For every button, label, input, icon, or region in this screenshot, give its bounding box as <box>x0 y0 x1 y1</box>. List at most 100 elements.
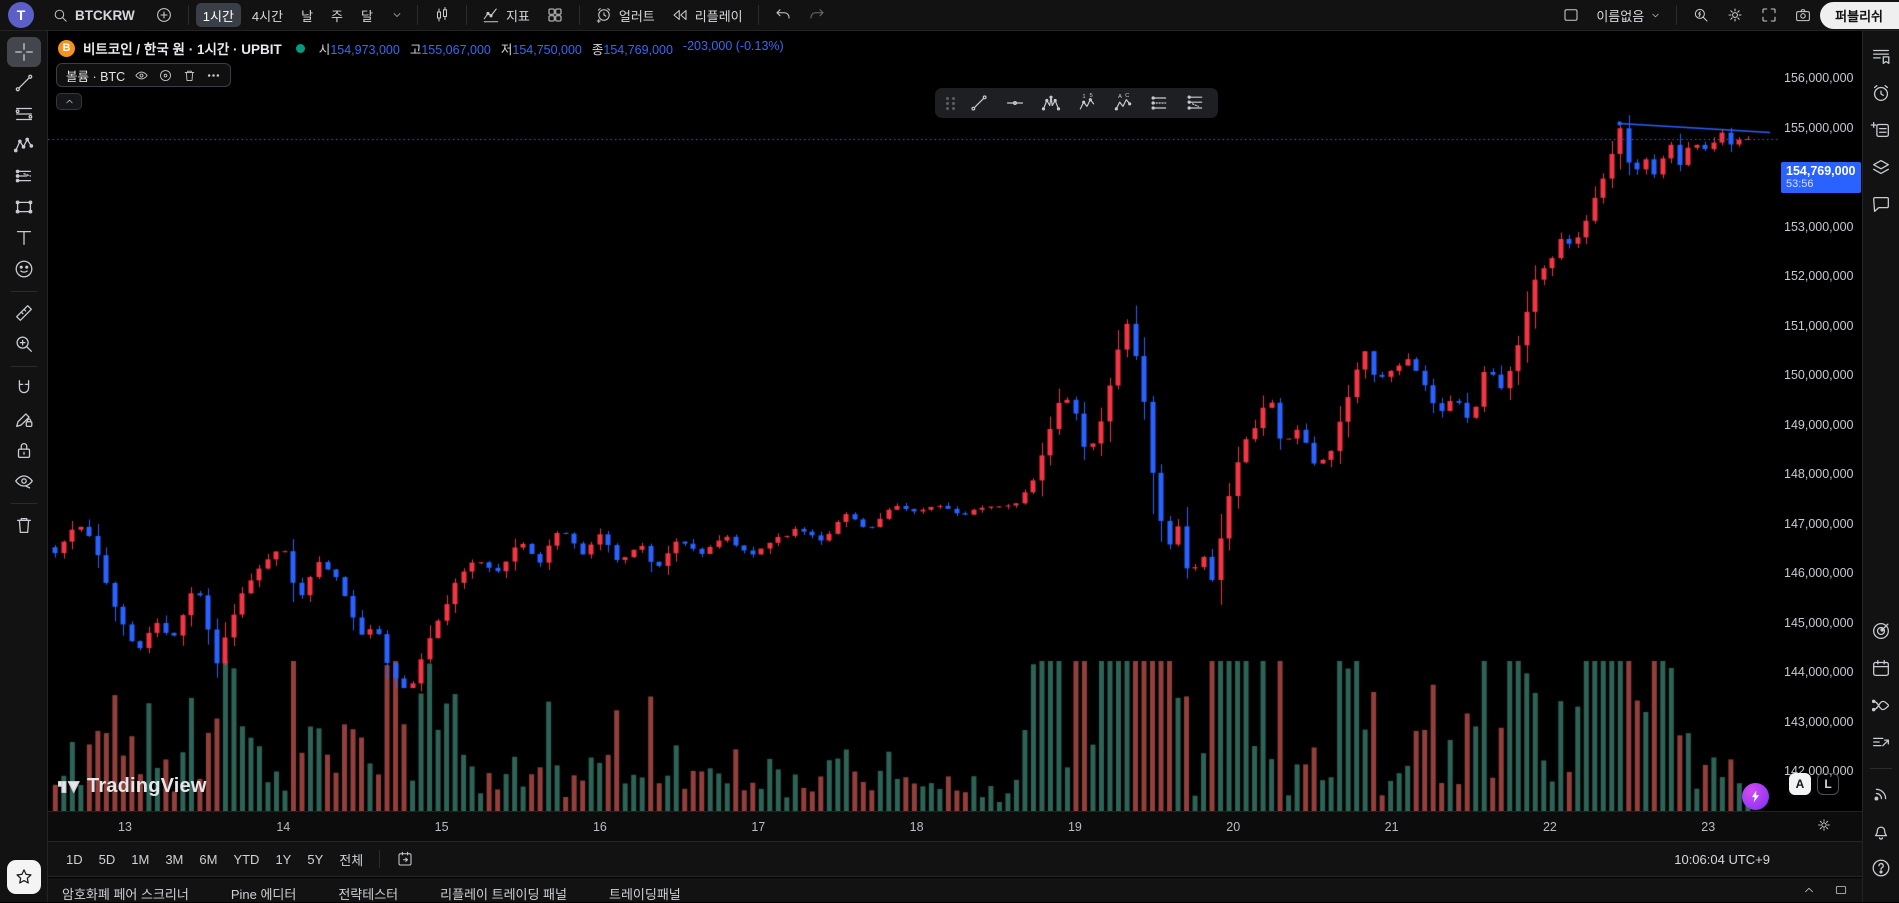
time-axis[interactable]: 13 14 15 16 17 18 19 20 21 22 23 <box>48 811 1862 841</box>
compare-add-button[interactable] <box>147 2 181 28</box>
measure-tool-button[interactable] <box>7 298 41 328</box>
legend-symbol-title[interactable]: 비트코인 / 한국 원 · 1시간 · UPBIT <box>83 42 282 57</box>
time-tick-label[interactable]: 13 <box>118 820 132 834</box>
time-tick-label[interactable]: 17 <box>751 820 766 834</box>
tab-crypto-pair-screener[interactable]: 암호화폐 페어 스크리너 <box>62 887 189 902</box>
legend-collapse-button[interactable] <box>56 93 82 110</box>
time-tick-label[interactable]: 23 <box>1701 820 1716 834</box>
indicator-templates-button[interactable] <box>538 2 572 28</box>
projection-tool-button[interactable] <box>7 161 41 191</box>
time-tick-label[interactable]: 19 <box>1067 820 1082 834</box>
fav-fib-retracement-button[interactable] <box>1144 90 1174 116</box>
time-tick-label[interactable]: 21 <box>1384 820 1399 834</box>
price-tick-label[interactable]: 150,000,000 <box>1784 368 1854 382</box>
price-tick-label[interactable]: 144,000,000 <box>1784 665 1854 679</box>
notifications-button[interactable] <box>1866 816 1896 846</box>
current-price-tag[interactable]: 154,769,000 53:56 <box>1781 162 1861 193</box>
price-tick-label[interactable]: 145,000,000 <box>1784 615 1854 630</box>
replay-button[interactable]: 리플레이 <box>663 2 751 28</box>
layout-select-button[interactable] <box>1554 2 1588 28</box>
object-tree-button[interactable] <box>1866 152 1896 182</box>
hide-drawings-button[interactable] <box>7 466 41 496</box>
price-tick-label[interactable]: 153,000,000 <box>1784 219 1854 234</box>
range-6m-button[interactable]: 6M <box>199 851 218 867</box>
time-tick-label[interactable]: 20 <box>1226 820 1241 834</box>
layout-name-button[interactable]: 이름없음 <box>1588 2 1669 28</box>
alerts-panel-button[interactable] <box>1866 78 1896 108</box>
trend-line-tool-button[interactable] <box>7 68 41 98</box>
indicators-button[interactable]: 지표 <box>474 2 538 28</box>
auto-scale-button[interactable]: A <box>1789 773 1811 795</box>
watchlist-button[interactable] <box>1866 41 1896 71</box>
zoom-in-tool-button[interactable] <box>7 329 41 359</box>
lock-all-drawings-button[interactable] <box>7 435 41 465</box>
fav-fib-extension-button[interactable] <box>1180 90 1210 116</box>
fav-horizontal-line-button[interactable] <box>1000 90 1030 116</box>
quick-search-button[interactable] <box>1684 2 1718 28</box>
more-options-icon[interactable] <box>206 68 221 83</box>
fib-retracement-tool-button[interactable] <box>7 99 41 129</box>
tab-replay-trading-panel[interactable]: 리플레이 트레이딩 패널 <box>440 887 567 902</box>
goto-date-button[interactable] <box>388 847 422 871</box>
price-tick-label[interactable]: 148,000,000 <box>1784 467 1854 481</box>
range-3m-button[interactable]: 3M <box>165 851 184 867</box>
fullscreen-button[interactable] <box>1752 2 1786 28</box>
price-tick-label[interactable]: 149,000,000 <box>1784 417 1854 432</box>
help-button[interactable] <box>1866 853 1896 883</box>
headlines-button[interactable] <box>1866 115 1896 145</box>
time-tick-label[interactable]: 18 <box>909 820 924 834</box>
panel-expand-chevron-icon[interactable] <box>1802 883 1816 897</box>
rectangle-tool-button[interactable] <box>7 192 41 222</box>
emoji-tool-button[interactable] <box>7 254 41 284</box>
tab-pine-editor[interactable]: Pine 에디터 <box>230 887 297 902</box>
fav-pattern-button[interactable] <box>1036 90 1066 116</box>
range-5y-button[interactable]: 5Y <box>307 851 324 867</box>
screener-button[interactable] <box>1866 616 1896 646</box>
snapshot-button[interactable] <box>1786 2 1820 28</box>
range-1m-button[interactable]: 1M <box>131 851 150 867</box>
price-tick-label[interactable]: 143,000,000 <box>1784 714 1854 729</box>
range-5d-button[interactable]: 5D <box>98 851 116 867</box>
remove-objects-button[interactable] <box>7 510 41 540</box>
undo-button[interactable] <box>766 2 800 28</box>
pattern-tool-button[interactable] <box>7 130 41 160</box>
toolbar-drag-handle[interactable] <box>943 96 958 110</box>
timeframe-1d[interactable]: 날 <box>301 8 314 24</box>
timeframe-dropdown-chevron-icon[interactable] <box>384 3 410 27</box>
alert-button[interactable]: 얼러트 <box>587 2 663 28</box>
text-tool-button[interactable] <box>7 223 41 253</box>
indicator-settings-icon[interactable] <box>158 68 173 83</box>
timeframe-4h[interactable]: 4시간 <box>251 8 284 24</box>
timeframe-1h[interactable]: 1시간 <box>195 3 241 27</box>
market-open-dot-icon[interactable] <box>295 43 305 53</box>
log-scale-button[interactable]: L <box>1817 773 1839 795</box>
symbol-search-button[interactable]: BTCKRW <box>44 2 143 28</box>
tab-strategy-tester[interactable]: 전략테스터 <box>338 887 399 902</box>
favorites-toolbar-toggle-button[interactable] <box>6 860 41 894</box>
timeframe-1m[interactable]: 달 <box>361 8 373 24</box>
time-tick-label[interactable]: 15 <box>434 820 449 834</box>
time-tick-label[interactable]: 14 <box>276 820 291 834</box>
clock-timezone-button[interactable]: 10:06:04 UTC+9 <box>1674 851 1770 867</box>
publish-button[interactable]: 퍼블리쉬 <box>1820 1 1899 29</box>
data-window-button[interactable] <box>1866 727 1896 757</box>
user-avatar[interactable]: T <box>8 2 34 28</box>
range-1d-button[interactable]: 1D <box>66 851 83 867</box>
chat-button[interactable] <box>1866 189 1896 219</box>
visibility-eye-icon[interactable] <box>134 68 149 83</box>
candlestick-chart-canvas[interactable] <box>48 31 1780 811</box>
fav-trend-line-button[interactable] <box>964 90 994 116</box>
price-tick-label[interactable]: 146,000,000 <box>1784 566 1854 580</box>
range-all-button[interactable]: 전체 <box>339 852 364 868</box>
panel-maximize-icon[interactable] <box>1834 883 1848 897</box>
time-tick-label[interactable]: 22 <box>1542 820 1557 834</box>
price-tick-label[interactable]: 152,000,000 <box>1784 269 1854 283</box>
ideas-stream-button[interactable] <box>1866 690 1896 720</box>
tab-trading-panel[interactable]: 트레이딩패널 <box>608 887 681 902</box>
redo-button[interactable] <box>800 2 834 28</box>
magnet-tool-button[interactable] <box>7 373 41 403</box>
settings-button[interactable] <box>1718 2 1752 28</box>
delete-indicator-icon[interactable] <box>182 68 197 83</box>
